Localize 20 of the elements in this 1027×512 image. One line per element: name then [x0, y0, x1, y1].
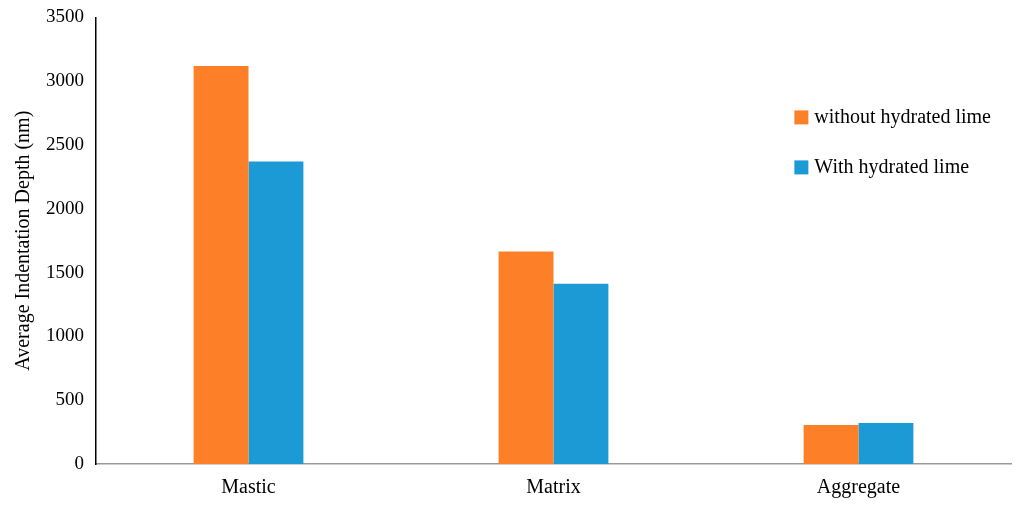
y-axis-title: Average Indentation Depth (nm): [11, 110, 35, 371]
y-tick-label: 2000: [46, 196, 84, 218]
bar: [803, 424, 859, 464]
legend-label: without hydrated lime: [814, 104, 992, 128]
y-tick-label: 3500: [46, 5, 84, 27]
x-tick-label: Mastic: [221, 475, 276, 498]
y-tick-label: 1500: [46, 260, 84, 282]
bar: [553, 283, 609, 464]
y-tick-label: 1000: [46, 324, 84, 346]
y-tick-label: 3000: [46, 69, 84, 91]
y-tick-label: 500: [55, 388, 84, 410]
x-tick-label: Matrix: [526, 475, 581, 498]
y-tick-label: 0: [74, 451, 84, 473]
bar: [858, 422, 914, 464]
bar: [248, 161, 304, 464]
y-tick-label: 2500: [46, 132, 84, 154]
x-tick-label: Aggregate: [816, 475, 901, 499]
legend-label: With hydrated lime: [814, 154, 970, 178]
bar: [498, 251, 554, 464]
bar: [193, 65, 249, 464]
